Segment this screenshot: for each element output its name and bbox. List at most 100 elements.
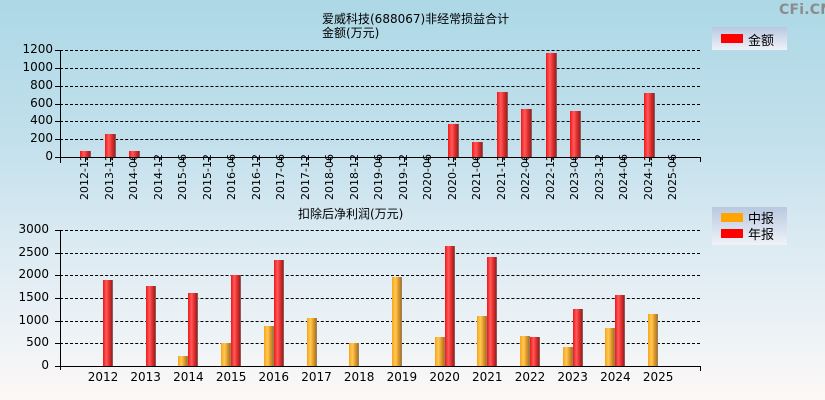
x-tick-label: 2012-12 [78,154,91,200]
y-tick-label: 800 [30,77,53,92]
x-tick-mark [648,157,650,162]
x-tick-mark [501,157,503,162]
bar-interim [605,327,616,366]
x-tick-mark [85,157,86,162]
x-tick-label: 2015-12 [200,154,214,200]
bar-interim [434,336,445,366]
y-tick-mark [55,230,60,232]
bar-annual [231,275,242,366]
x-tick-label: 2020-06 [421,154,434,200]
x-tick-mark [477,157,478,162]
legend-swatch-amount [721,34,743,43]
bar-annual [572,308,583,366]
x-tick-label: 2018-06 [323,154,336,200]
x-tick-label: 2016 [258,370,290,384]
x-tick-mark [305,157,307,162]
gridline [60,121,700,123]
x-tick-label: 2018 [343,370,375,384]
x-tick-mark [550,157,552,162]
x-tick-mark [158,157,160,162]
bar-annual [615,294,626,366]
bar-interim [221,343,232,366]
y-tick-label: 500 [26,335,49,350]
x-tick-mark [673,157,674,162]
x-tick-mark [452,157,454,162]
x-tick-label: 2015 [215,370,247,384]
bar-amount [472,141,483,157]
x-tick-mark [428,157,429,162]
bar-amount [570,110,581,157]
x-tick-mark [599,157,601,162]
gridline [60,275,700,277]
y-tick-mark [55,157,60,158]
x-tick-label: 2015-06 [176,154,189,200]
x-tick-label: 2023 [557,370,588,384]
x-tick-mark [109,157,111,162]
y-tick-mark [55,343,60,345]
bar-interim [349,342,360,366]
y-tick-label: 1000 [22,59,53,74]
x-tick-label: 2016-12 [249,154,263,200]
y-tick-mark [55,139,60,141]
x-tick-label: 2014-12 [151,154,165,200]
y-tick-mark [55,121,60,123]
top-chart-title: 爱威科技(688067)非经常损益合计 [322,12,510,26]
bar-amount [80,151,91,157]
bar-amount [104,133,116,157]
bottom-chart-legend[interactable]: 中报 年报 [712,207,787,245]
x-tick-label: 2025-06 [666,154,679,200]
bar-amount [447,123,459,157]
bar-amount [643,92,655,157]
x-tick-mark [256,157,258,162]
x-tick-label: 2024-06 [617,154,630,200]
y-tick-label: 3000 [18,222,49,237]
x-tick-label: 2023-12 [592,154,606,200]
y-tick-label: 1500 [18,290,49,304]
gridline [60,50,700,51]
bar-amount [521,108,532,157]
x-tick-mark [575,157,576,162]
gridline [60,252,700,254]
y-tick-mark [55,103,60,105]
bar-interim [648,313,659,366]
bar-annual [188,293,199,366]
bar-interim [306,317,317,366]
bar-interim [263,325,274,366]
legend-label-annual: 年报 [748,228,775,243]
x-tick-label: 2017-12 [298,154,312,200]
x-tick-label: 2019-12 [396,154,410,200]
bar-annual [103,280,113,366]
x-tick-mark [403,157,405,162]
bar-amount [545,52,557,157]
legend-label-amount: 金额 [748,34,775,49]
top-chart-legend[interactable]: 金额 [712,27,787,50]
gridline [60,139,700,141]
watermark: CFi.CN [779,2,825,18]
legend-swatch-annual [721,229,743,238]
gridline [60,343,700,345]
x-tick-label: 2017-06 [274,154,287,200]
x-tick-label: 2021-06 [470,154,483,200]
y-tick-label: 2000 [18,267,49,282]
legend-label-interim: 中报 [748,212,775,227]
y-tick-label: 200 [30,131,53,146]
bottom-chart-title: 扣除后净利润(万元) [298,207,404,221]
gridline [60,85,700,87]
x-tick-mark [624,157,625,162]
x-tick-label: 2023-06 [568,154,581,200]
gridline [60,298,700,299]
x-tick-mark [700,365,701,371]
y-tick-label: 2500 [18,244,49,259]
bar-annual [487,256,498,366]
x-tick-label: 2022 [514,370,546,384]
x-tick-label: 2014 [173,370,204,384]
y-tick-mark [55,252,60,254]
gridline [60,67,700,69]
x-tick-mark [379,157,380,162]
bar-amount [496,91,508,157]
y-tick-mark [55,275,60,277]
x-tick-label: 2019-06 [372,154,385,200]
bar-interim [477,315,488,366]
x-tick-label: 2012 [87,370,119,384]
gridline [60,103,700,105]
